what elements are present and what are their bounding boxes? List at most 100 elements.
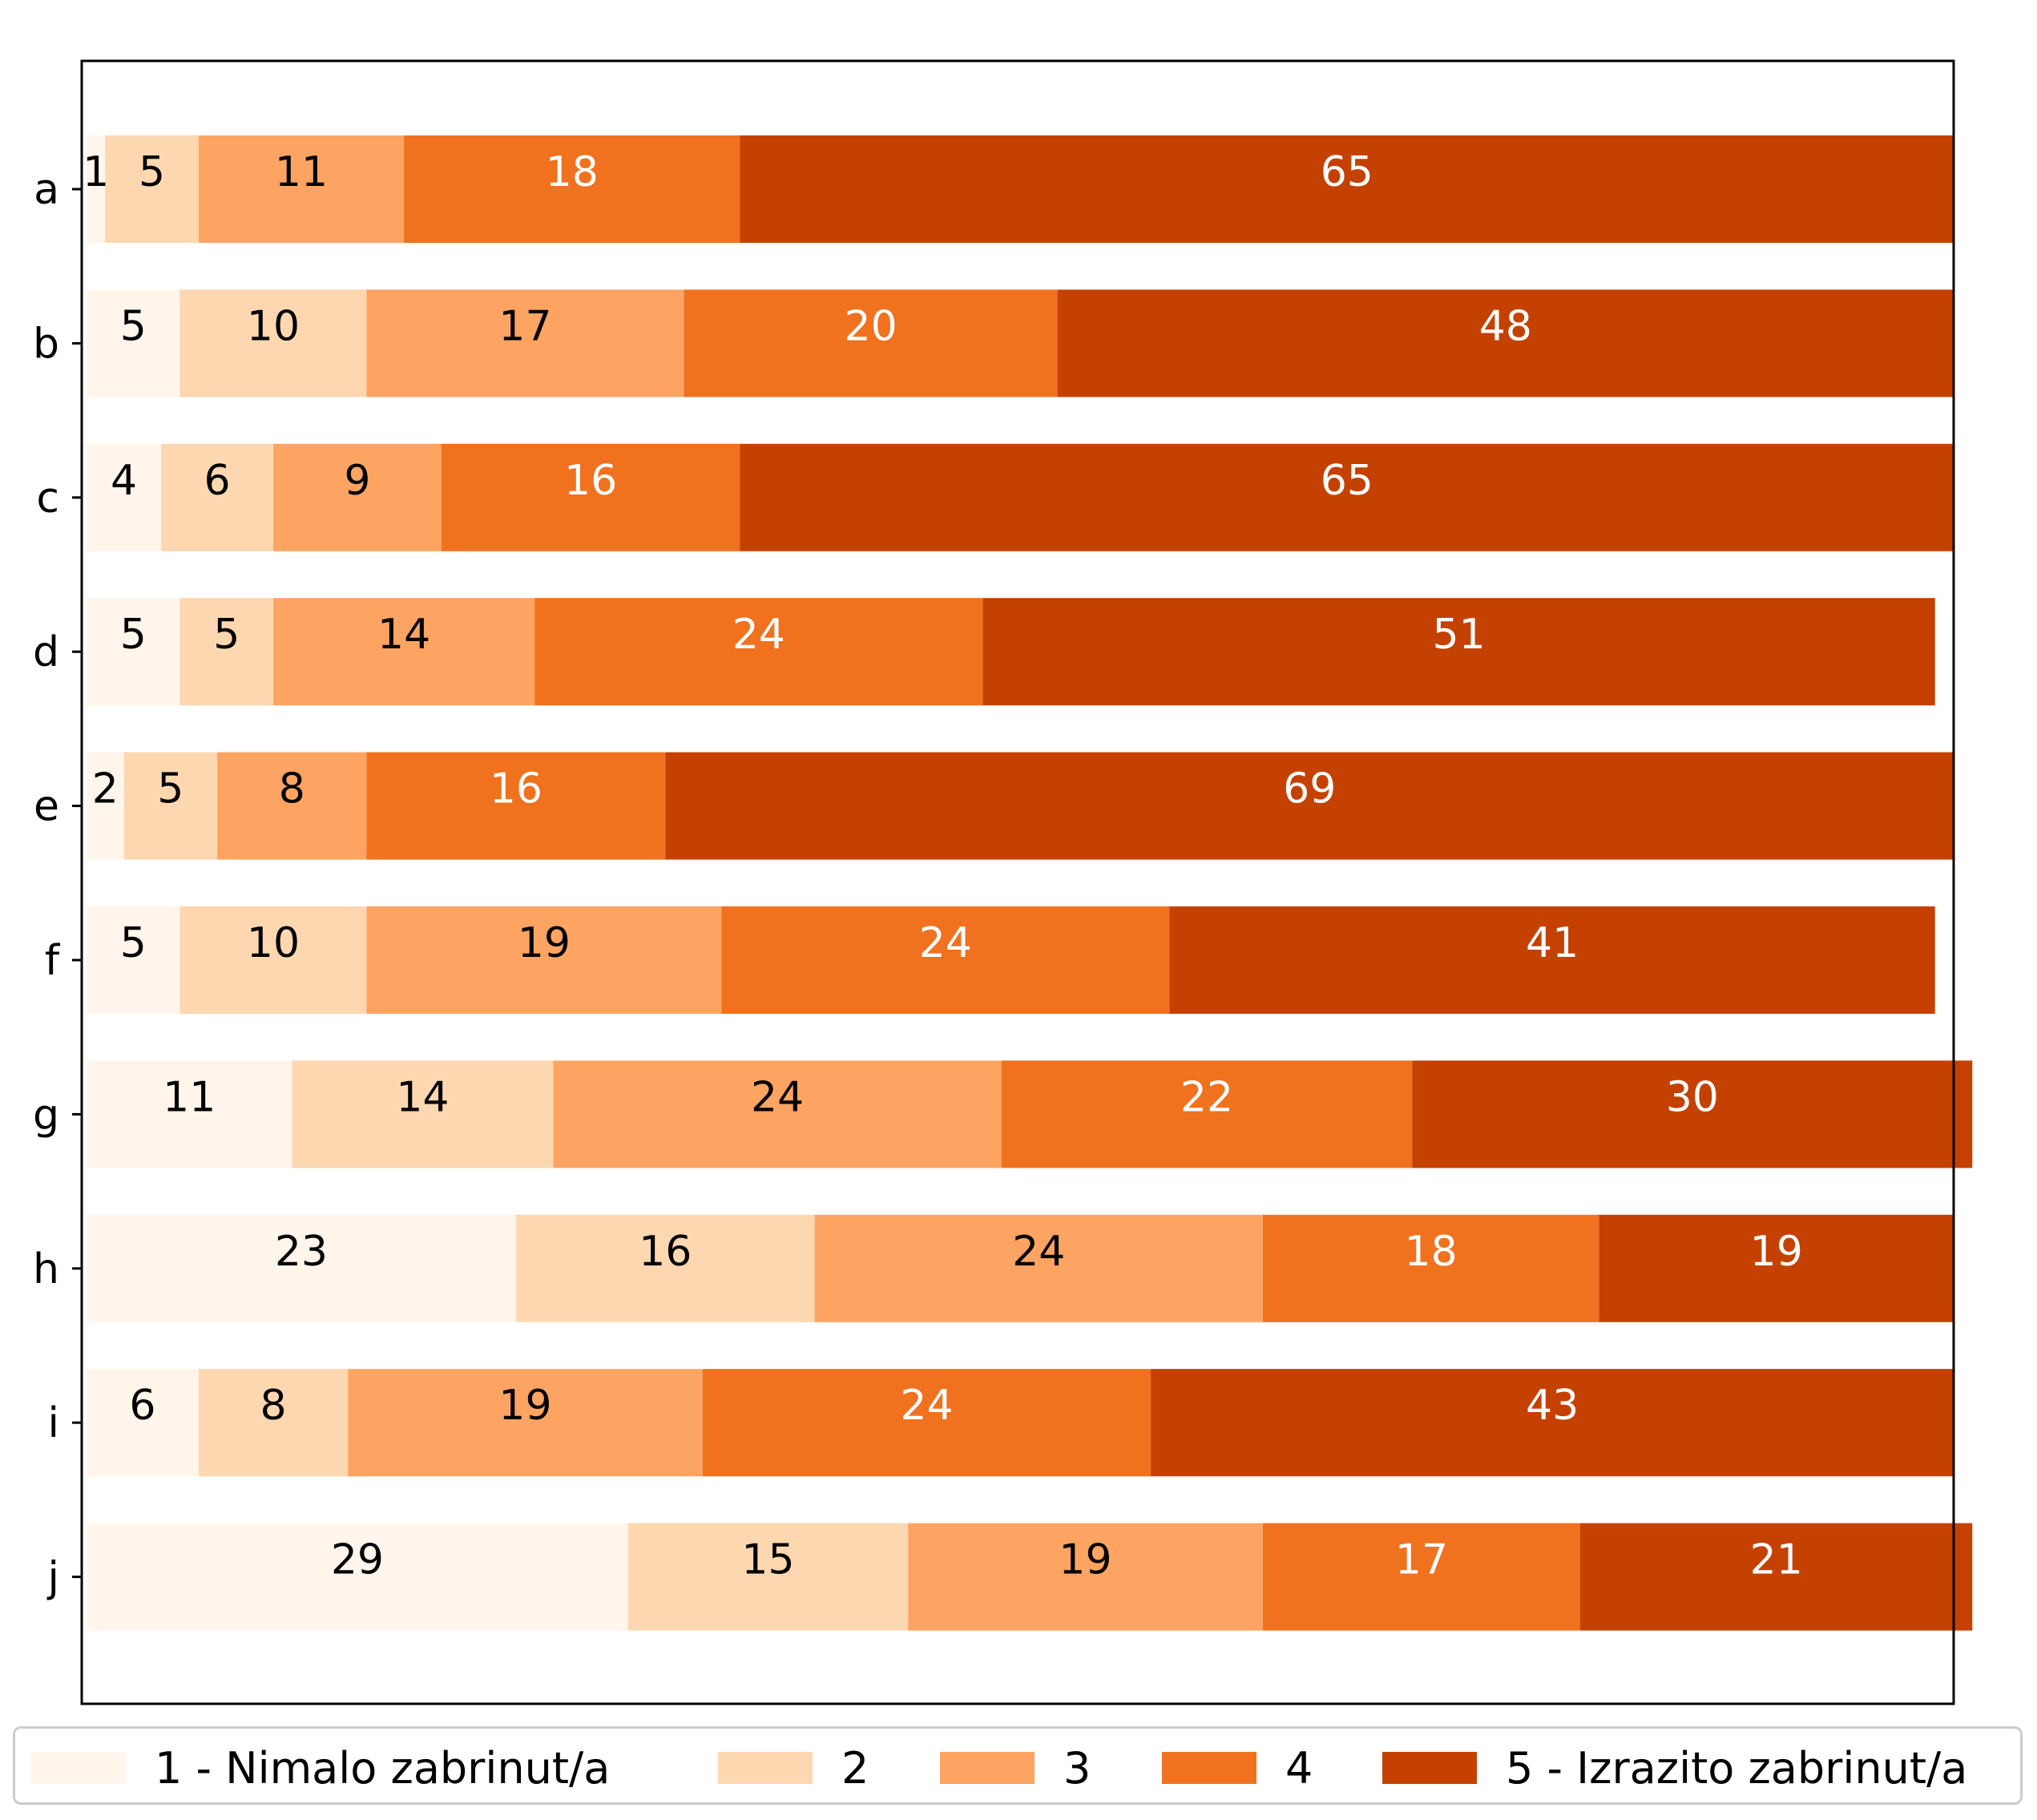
- y-tick-label-e: e: [34, 783, 59, 831]
- legend-swatch-1: [31, 1752, 126, 1784]
- bar-j-level-3: [908, 1523, 1263, 1631]
- bar-d-level-4: [534, 598, 983, 706]
- bar-b-level-4: [684, 289, 1058, 397]
- bars-layer: [87, 135, 1973, 1631]
- bar-g-level-5: [1412, 1060, 1973, 1168]
- bar-a-level-1: [87, 135, 106, 243]
- bar-i-level-2: [198, 1369, 349, 1477]
- bar-value-label-b-level-3: 17: [498, 302, 551, 350]
- bar-c-level-4: [441, 443, 740, 551]
- bar-f-level-2: [179, 906, 367, 1014]
- bar-d-level-3: [273, 598, 535, 706]
- y-tick-label-i: i: [48, 1399, 59, 1447]
- bar-value-label-j-level-5: 21: [1750, 1536, 1803, 1584]
- legend-item-4: 4: [1162, 1729, 1313, 1807]
- bar-c-level-2: [161, 443, 273, 551]
- bar-value-label-f-level-3: 19: [518, 919, 571, 967]
- bar-value-label-e-level-4: 16: [490, 765, 543, 813]
- bar-value-label-a-level-4: 18: [546, 148, 599, 196]
- bar-value-label-a-level-3: 11: [275, 148, 328, 196]
- bar-a-level-2: [105, 135, 199, 243]
- legend: 1 - Nimalo zabrinut/a 2 3 4 5 - Izrazito…: [13, 1726, 2023, 1805]
- bar-value-label-e-level-5: 69: [1283, 765, 1336, 813]
- bar-d-level-1: [87, 598, 180, 706]
- legend-swatch-5: [1382, 1752, 1477, 1784]
- bar-j-level-2: [627, 1523, 909, 1631]
- bar-value-label-d-level-2: 5: [213, 611, 240, 659]
- bar-value-label-f-level-4: 24: [919, 919, 972, 967]
- legend-item-1: 1 - Nimalo zabrinut/a: [31, 1729, 610, 1807]
- bar-c-level-1: [87, 443, 162, 551]
- bar-value-label-g-level-4: 22: [1180, 1073, 1233, 1121]
- bar-value-label-i-level-2: 8: [260, 1382, 286, 1430]
- bar-h-level-5: [1599, 1214, 1954, 1322]
- bar-value-label-h-level-3: 24: [1012, 1228, 1065, 1276]
- bar-value-label-e-level-3: 8: [279, 765, 305, 813]
- bar-value-label-c-level-1: 4: [111, 457, 137, 505]
- bar-value-label-d-level-5: 51: [1433, 611, 1486, 659]
- bar-h-level-4: [1262, 1214, 1599, 1322]
- bar-h-level-2: [515, 1214, 815, 1322]
- bar-value-label-h-level-2: 16: [639, 1228, 692, 1276]
- bar-f-level-5: [1169, 906, 1935, 1014]
- bar-value-label-d-level-4: 24: [732, 611, 785, 659]
- y-tick-label-c: c: [36, 474, 59, 523]
- bar-value-label-g-level-5: 30: [1666, 1073, 1719, 1121]
- bar-e-level-3: [217, 752, 367, 860]
- bar-g-level-2: [292, 1060, 554, 1168]
- bar-value-label-b-level-5: 48: [1479, 302, 1532, 350]
- bar-a-level-5: [740, 135, 1954, 243]
- legend-label-4: 4: [1285, 1742, 1313, 1794]
- bar-value-label-g-level-3: 24: [751, 1073, 804, 1121]
- bar-b-level-3: [366, 289, 684, 397]
- bar-value-label-f-level-2: 10: [247, 919, 300, 967]
- bar-value-label-b-level-2: 10: [247, 302, 300, 350]
- bar-value-label-e-level-1: 2: [92, 765, 119, 813]
- bar-value-label-e-level-2: 5: [157, 765, 184, 813]
- bar-value-label-g-level-2: 14: [396, 1073, 449, 1121]
- bar-value-label-i-level-3: 19: [498, 1382, 551, 1430]
- bar-b-level-1: [87, 289, 180, 397]
- bar-i-level-4: [702, 1369, 1152, 1477]
- y-tick-label-h: h: [33, 1245, 59, 1293]
- bar-a-level-3: [198, 135, 405, 243]
- legend-swatch-4: [1162, 1752, 1256, 1784]
- bar-value-label-h-level-5: 19: [1750, 1228, 1803, 1276]
- bar-value-label-j-level-1: 29: [331, 1536, 384, 1584]
- bar-value-label-d-level-1: 5: [120, 611, 147, 659]
- bar-i-level-3: [348, 1369, 703, 1477]
- bar-c-level-3: [273, 443, 442, 551]
- bar-value-label-a-level-2: 5: [139, 148, 165, 196]
- bar-d-level-5: [982, 598, 1935, 706]
- legend-label-1: 1 - Nimalo zabrinut/a: [155, 1742, 611, 1794]
- bar-g-level-4: [1001, 1060, 1413, 1168]
- bar-b-level-5: [1057, 289, 1954, 397]
- legend-item-3: 3: [940, 1729, 1091, 1807]
- y-tick-label-b: b: [33, 320, 59, 368]
- bar-value-label-j-level-3: 19: [1059, 1536, 1111, 1584]
- bar-value-label-b-level-1: 5: [120, 302, 147, 350]
- legend-label-5: 5 - Izrazito zabrinut/a: [1506, 1742, 1968, 1794]
- bar-value-label-d-level-3: 14: [377, 611, 430, 659]
- bar-value-label-i-level-1: 6: [129, 1382, 155, 1430]
- y-tick-label-g: g: [33, 1091, 59, 1139]
- bar-j-level-5: [1580, 1523, 1973, 1631]
- bar-value-label-a-level-5: 65: [1321, 148, 1373, 196]
- y-tick-label-d: d: [33, 628, 59, 676]
- bar-value-label-c-level-4: 16: [564, 457, 617, 505]
- bar-value-label-f-level-5: 41: [1526, 919, 1579, 967]
- bar-value-label-c-level-2: 6: [204, 457, 231, 505]
- bar-value-label-j-level-4: 17: [1395, 1536, 1448, 1584]
- bar-i-level-1: [87, 1369, 199, 1477]
- bar-c-level-5: [740, 443, 1954, 551]
- legend-item-5: 5 - Izrazito zabrinut/a: [1382, 1729, 1967, 1807]
- bar-value-label-g-level-1: 11: [163, 1073, 216, 1121]
- legend-label-2: 2: [841, 1742, 869, 1794]
- bar-d-level-2: [179, 598, 273, 706]
- bar-b-level-2: [179, 289, 367, 397]
- bar-e-level-1: [87, 752, 124, 860]
- legend-label-3: 3: [1063, 1742, 1091, 1794]
- bar-value-label-b-level-4: 20: [845, 302, 897, 350]
- bar-h-level-1: [87, 1214, 516, 1322]
- bar-h-level-3: [814, 1214, 1263, 1322]
